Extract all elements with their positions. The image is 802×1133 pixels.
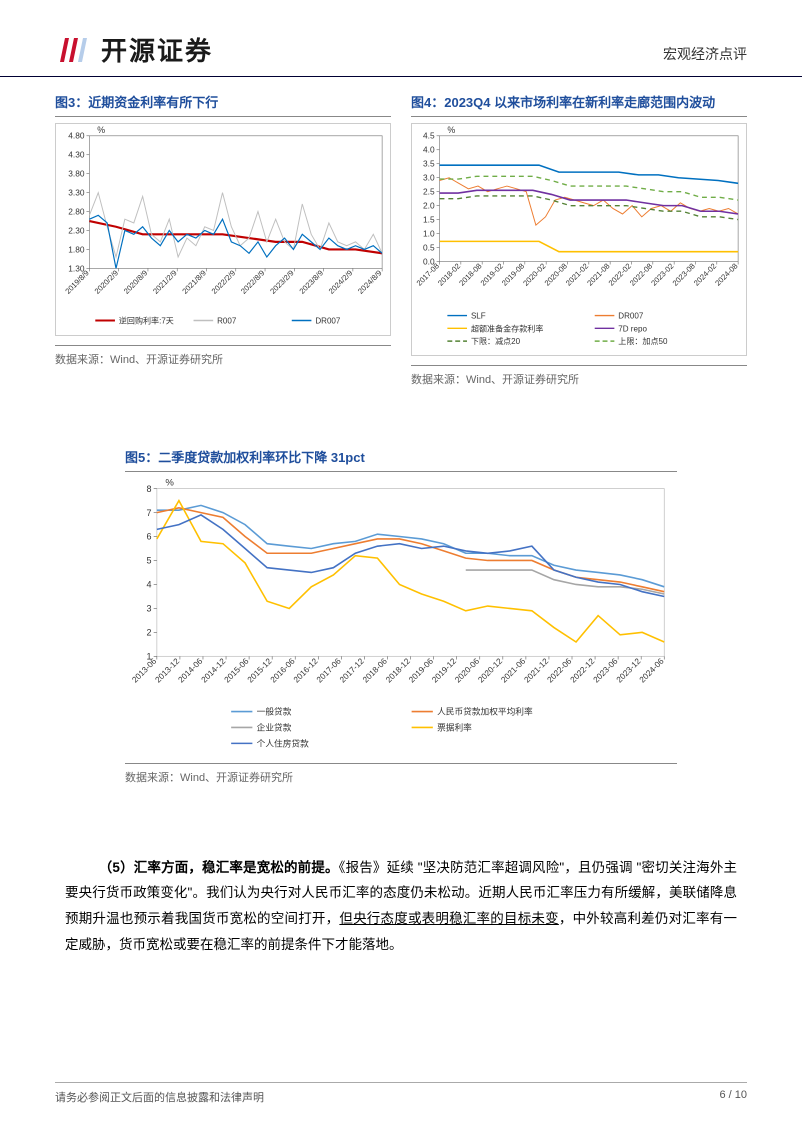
svg-text:7D repo: 7D repo [618,324,647,333]
chart3-source: 数据来源：Wind、开源证券研究所 [55,345,391,367]
svg-text:2021/8/9: 2021/8/9 [180,268,207,295]
svg-text:4.30: 4.30 [68,150,85,160]
chart4-plot: 0.00.51.01.52.02.53.03.54.04.5%2017-0820… [411,123,747,356]
body-paragraph: （5）汇率方面，稳汇率是宽松的前提。《报告》延续 "坚决防范汇率超调风险"，且仍… [55,855,747,958]
svg-text:2024-08: 2024-08 [713,261,739,287]
svg-text:2022/8/9: 2022/8/9 [239,268,266,295]
svg-text:1.80: 1.80 [68,244,85,254]
svg-text:R007: R007 [217,316,237,325]
svg-text:%: % [447,125,455,135]
svg-text:2022/2/9: 2022/2/9 [210,268,237,295]
svg-text:3.80: 3.80 [68,169,85,179]
svg-text:2024/8/9: 2024/8/9 [356,268,383,295]
svg-text:0.5: 0.5 [423,243,435,253]
svg-text:下限：减点20: 下限：减点20 [471,336,521,346]
svg-text:DR007: DR007 [315,316,341,325]
svg-text:2019-08: 2019-08 [500,261,526,287]
svg-text:2018-02: 2018-02 [436,261,462,287]
page-header: 开源证券 宏观经济点评 [0,0,802,77]
svg-text:3.0: 3.0 [423,173,435,183]
chart4-source: 数据来源：Wind、开源证券研究所 [411,365,747,387]
svg-text:2023/8/9: 2023/8/9 [298,268,325,295]
chart5-container: 图5：二季度贷款加权利率环比下降 31pct 12345678%2013-062… [55,447,747,785]
svg-text:上限：加点50: 上限：加点50 [618,336,668,346]
chart3-container: 图3：近期资金利率有所下行 1.301.802.302.803.303.804.… [55,92,391,387]
svg-text:一般贷款: 一般贷款 [257,706,292,717]
svg-text:SLF: SLF [471,311,486,320]
svg-text:5: 5 [147,556,152,566]
svg-text:2.30: 2.30 [68,225,85,235]
svg-text:2021-08: 2021-08 [585,261,611,287]
svg-text:4.80: 4.80 [68,131,85,141]
svg-text:2020/8/9: 2020/8/9 [122,268,149,295]
p1-lead: （5）汇率方面，稳汇率是宽松的前提。 [99,860,339,875]
chart5-plot: 12345678%2013-062013-122014-062014-12201… [125,478,677,754]
footer-page: 6 / 10 [719,1089,747,1105]
svg-text:2024-06: 2024-06 [638,656,666,684]
svg-text:2022-08: 2022-08 [628,261,654,287]
svg-text:2: 2 [147,627,152,637]
chart-row-top: 图3：近期资金利率有所下行 1.301.802.302.803.303.804.… [55,92,747,387]
svg-text:票据利率: 票据利率 [437,721,472,732]
svg-text:2024/2/9: 2024/2/9 [327,268,354,295]
svg-text:DR007: DR007 [618,311,644,320]
svg-text:%: % [165,478,174,488]
company-logo: 开源证券 [55,30,213,68]
svg-text:2020-08: 2020-08 [543,261,569,287]
chart3-title: 图3：近期资金利率有所下行 [55,92,391,117]
svg-text:%: % [97,125,105,135]
svg-text:2023/2/9: 2023/2/9 [268,268,295,295]
p1-underline: 但央行态度或表明稳汇率的目标未变 [339,911,559,926]
chart3-plot: 1.301.802.302.803.303.804.304.80%2019/8/… [55,123,391,336]
page-footer: 请务必参阅正文后面的信息披露和法律声明 6 / 10 [55,1082,747,1105]
svg-text:超额准备金存款利率: 超额准备金存款利率 [471,323,543,333]
svg-text:2.80: 2.80 [68,207,85,217]
svg-text:8: 8 [147,484,152,494]
svg-text:2.5: 2.5 [423,187,435,197]
svg-text:2023-08: 2023-08 [671,261,697,287]
svg-text:2018-08: 2018-08 [457,261,483,287]
main-content: 图3：近期资金利率有所下行 1.301.802.302.803.303.804.… [0,77,802,957]
footer-disclaimer: 请务必参阅正文后面的信息披露和法律声明 [55,1089,264,1105]
chart5-title: 图5：二季度贷款加权利率环比下降 31pct [125,447,677,472]
svg-text:3.30: 3.30 [68,188,85,198]
svg-text:2.0: 2.0 [423,201,435,211]
svg-text:2020-02: 2020-02 [521,261,547,287]
svg-text:企业贷款: 企业贷款 [257,721,292,732]
svg-text:2023-02: 2023-02 [649,261,675,287]
svg-text:1.5: 1.5 [423,215,435,225]
svg-text:2021/2/9: 2021/2/9 [151,268,178,295]
svg-text:7: 7 [147,508,152,518]
chart4-title: 图4：2023Q4 以来市场利率在新利率走廊范围内波动 [411,92,747,117]
svg-text:2024-02: 2024-02 [692,261,718,287]
doc-category: 宏观经济点评 [663,44,747,68]
svg-text:2019-02: 2019-02 [479,261,505,287]
svg-text:个人住房贷款: 个人住房贷款 [257,737,309,748]
svg-text:2022-02: 2022-02 [607,261,633,287]
svg-text:4.5: 4.5 [423,131,435,141]
svg-text:4: 4 [147,579,152,589]
svg-text:6: 6 [147,532,152,542]
svg-text:4.0: 4.0 [423,145,435,155]
svg-text:逆回购利率:7天: 逆回购利率:7天 [119,315,174,325]
svg-text:2021-02: 2021-02 [564,261,590,287]
company-name: 开源证券 [101,31,213,68]
svg-text:人民币贷款加权平均利率: 人民币贷款加权平均利率 [437,706,533,717]
chart4-container: 图4：2023Q4 以来市场利率在新利率走廊范围内波动 0.00.51.01.5… [411,92,747,387]
svg-text:3: 3 [147,603,152,613]
svg-text:2020/2/9: 2020/2/9 [93,268,120,295]
logo-icon [55,30,93,68]
svg-text:3.5: 3.5 [423,159,435,169]
chart5-source: 数据来源：Wind、开源证券研究所 [125,763,677,785]
svg-text:1.0: 1.0 [423,229,435,239]
